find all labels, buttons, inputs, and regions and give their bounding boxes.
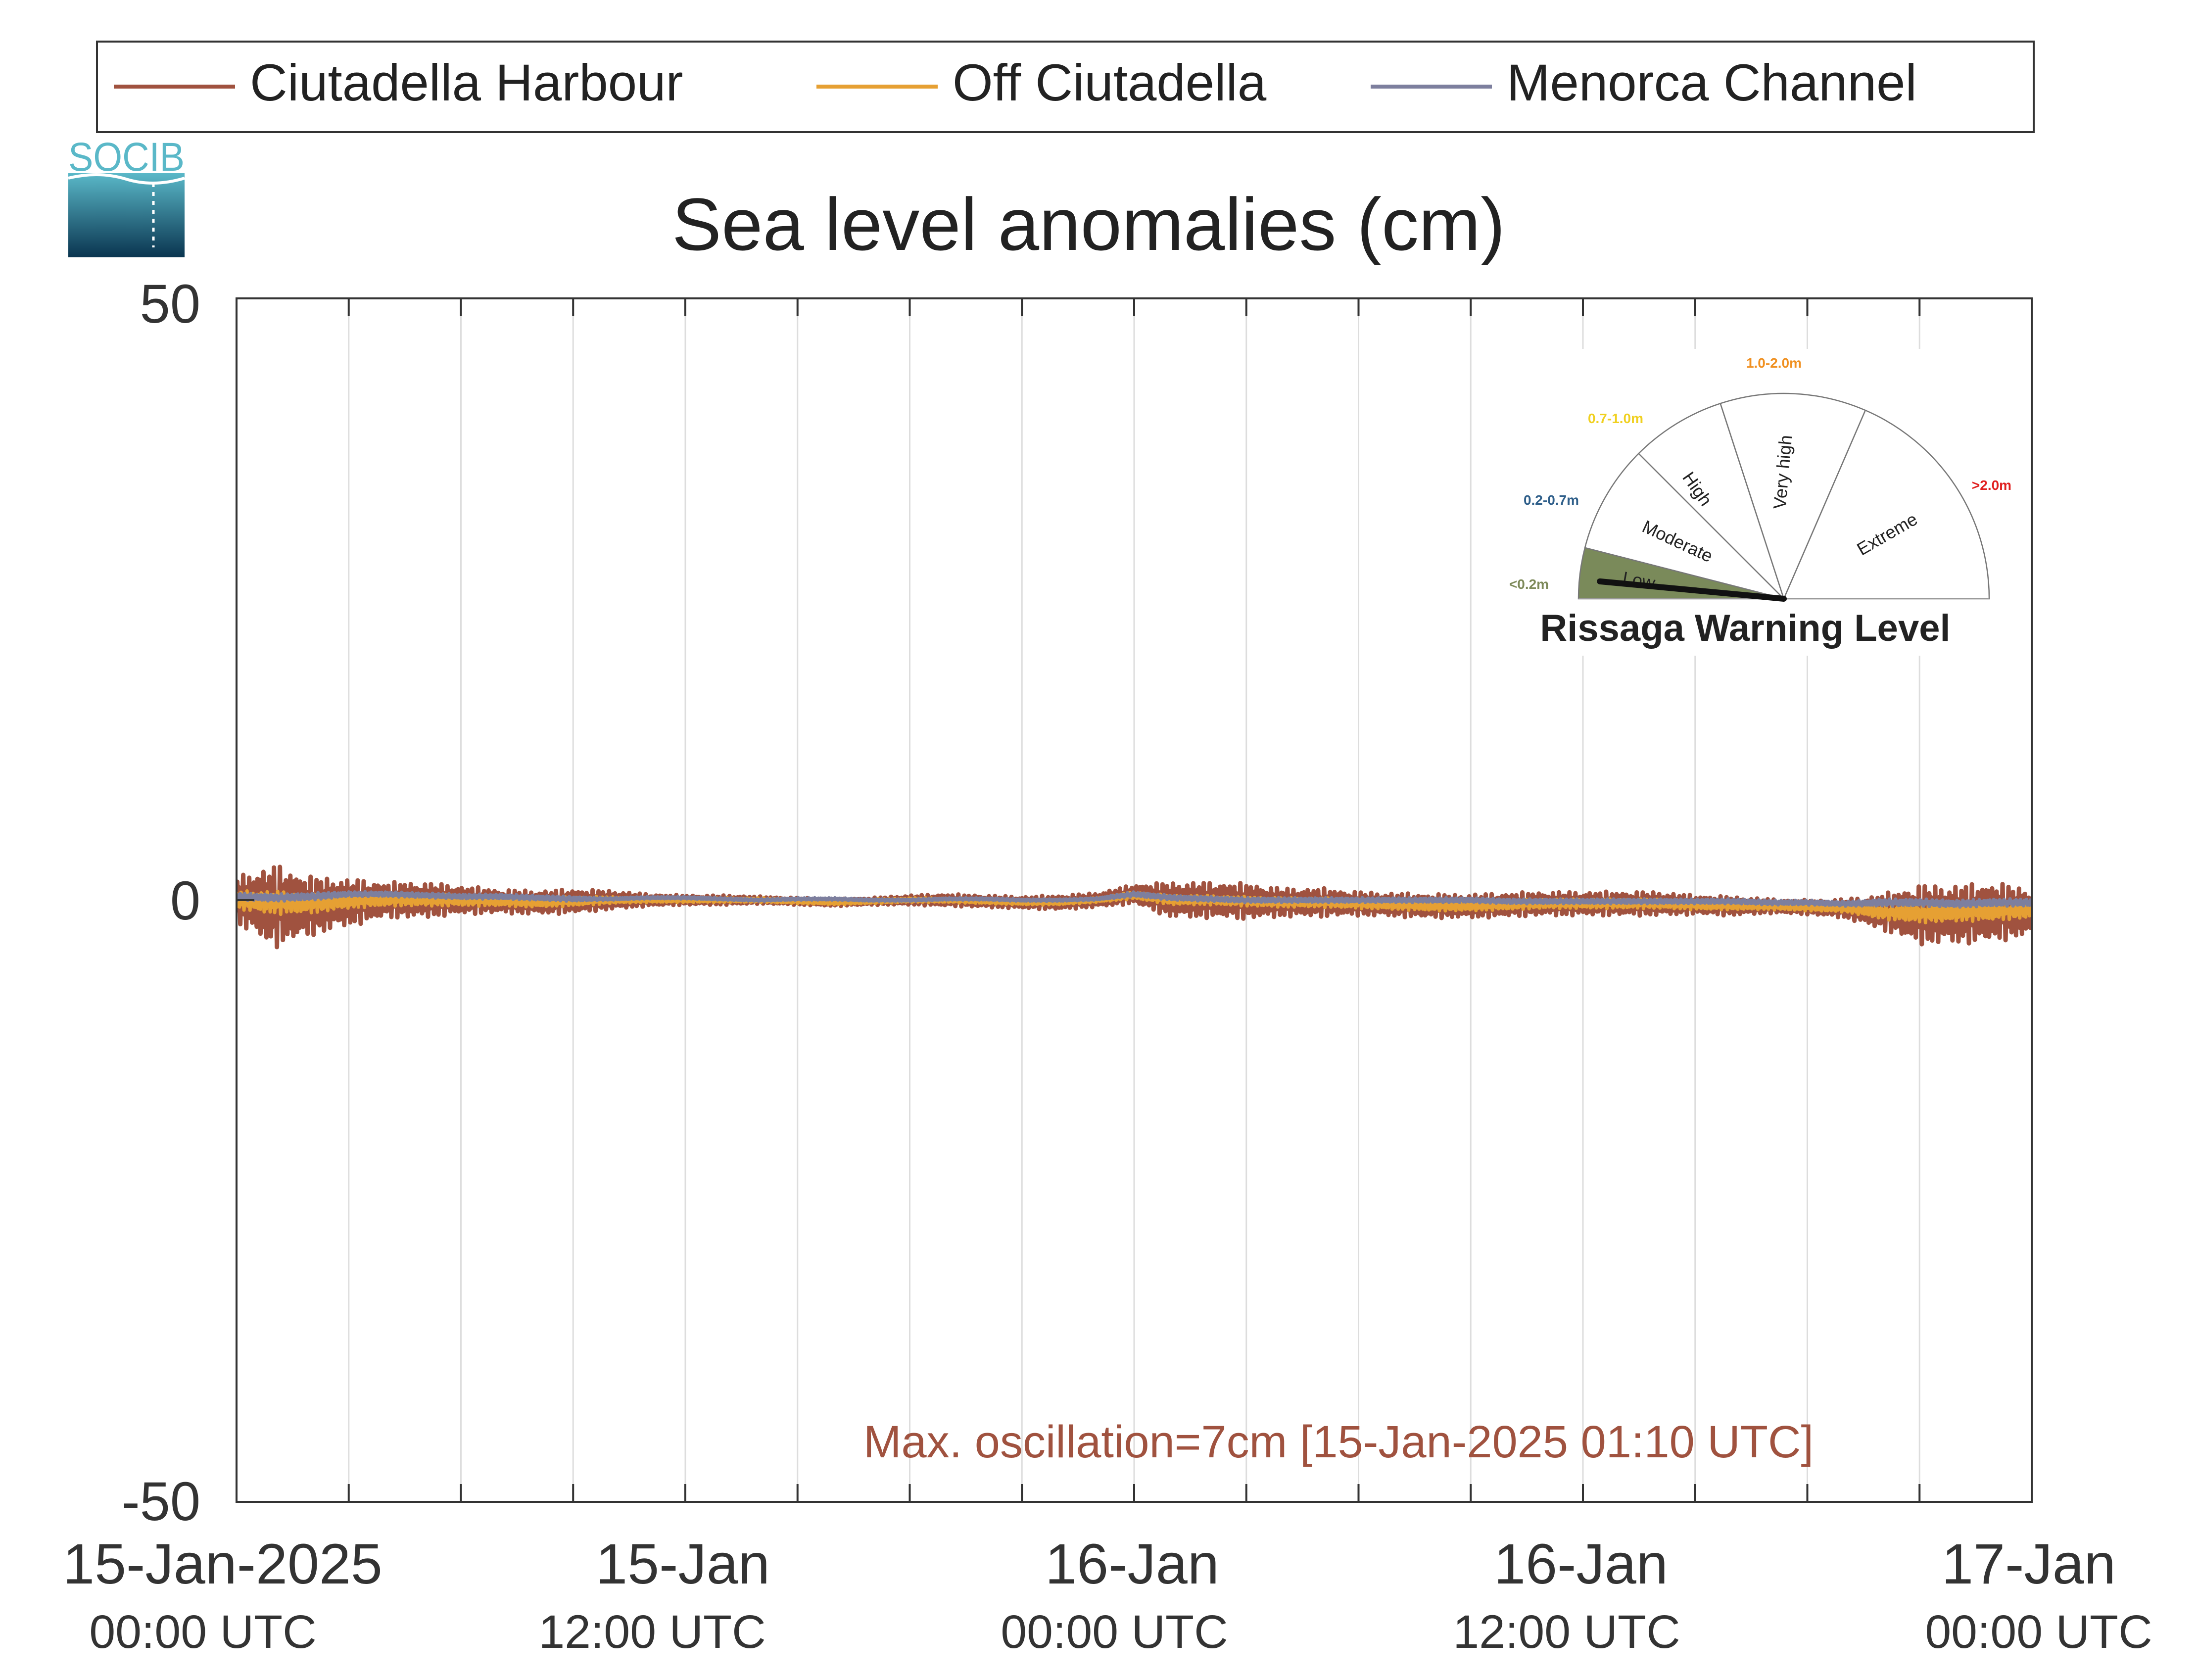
socib-logo: SOCIB: [68, 135, 185, 257]
x-tick-date-4: 17-Jan: [1942, 1533, 2116, 1596]
gauge-sectors: [1577, 392, 1990, 601]
y-tick-label-0: 0: [170, 870, 200, 931]
x-tick-labels: 15-Jan-2025 00:00 UTC 15-Jan 12:00 UTC 1…: [63, 1533, 2152, 1658]
max-oscillation-annotation: Max. oscillation=7cm [15-Jan-2025 01:10 …: [863, 1417, 1814, 1467]
y-tick-label-50: 50: [140, 274, 200, 335]
series-layer: [237, 864, 2032, 950]
legend-label: Off Ciutadella: [953, 54, 1267, 112]
x-tick-date-3: 16-Jan: [1494, 1533, 1668, 1596]
gauge-range-label: 0.2-0.7m: [1524, 492, 1579, 508]
x-tick-time-0: 00:00 UTC: [89, 1606, 316, 1658]
x-tick-date-0: 15-Jan-2025: [63, 1533, 382, 1596]
x-tick-time-3: 12:00 UTC: [1453, 1606, 1680, 1658]
gauge-sector-high: [1637, 402, 1785, 599]
legend-label: Menorca Channel: [1507, 54, 1917, 112]
rissaga-warning-gauge: <0.2m Low0.2-0.7mModerate0.7-1.0mHigh1.0-…: [1494, 349, 2011, 656]
gauge-range-label: 1.0-2.0m: [1746, 355, 1802, 371]
gauge-needle: [1597, 578, 1787, 602]
x-tick-time-2: 00:00 UTC: [1001, 1606, 1228, 1658]
logo-wave-block: [68, 173, 185, 257]
gauge-range-label: <0.2m: [1509, 576, 1549, 592]
legend-item-menorca-channel[interactable]: Menorca Channel: [1371, 54, 1917, 112]
logo-text: SOCIB: [68, 135, 185, 180]
x-tick-date-2: 16-Jan: [1045, 1533, 1219, 1596]
chart-title: Sea level anomalies (cm): [672, 183, 1505, 266]
x-tick-time-1: 12:00 UTC: [538, 1606, 765, 1658]
gauge-sector-very-high: [1719, 392, 1866, 601]
legend-item-off-ciutadella[interactable]: Off Ciutadella: [816, 54, 1267, 112]
gauge-sector-extreme: [1783, 409, 1990, 600]
legend: Ciutadella Harbour Off Ciutadella Menorc…: [96, 41, 2035, 133]
gauge-range-label: >2.0m: [1972, 478, 2011, 493]
gauge-sector-moderate: [1584, 452, 1786, 600]
gauge-range-label: 0.7-1.0m: [1588, 411, 1643, 426]
series-line-menorca-channel: [237, 890, 2032, 909]
legend-item-ciutadella-harbour[interactable]: Ciutadella Harbour: [114, 54, 683, 112]
gauge-title: Rissaga Warning Level: [1540, 607, 1950, 649]
x-tick-time-4: 00:00 UTC: [1925, 1606, 2152, 1658]
y-tick-label-minus-50: -50: [122, 1471, 200, 1532]
legend-label: Ciutadella Harbour: [250, 54, 683, 112]
x-tick-date-1: 15-Jan: [596, 1533, 770, 1596]
tick-marks: [236, 297, 2033, 1503]
